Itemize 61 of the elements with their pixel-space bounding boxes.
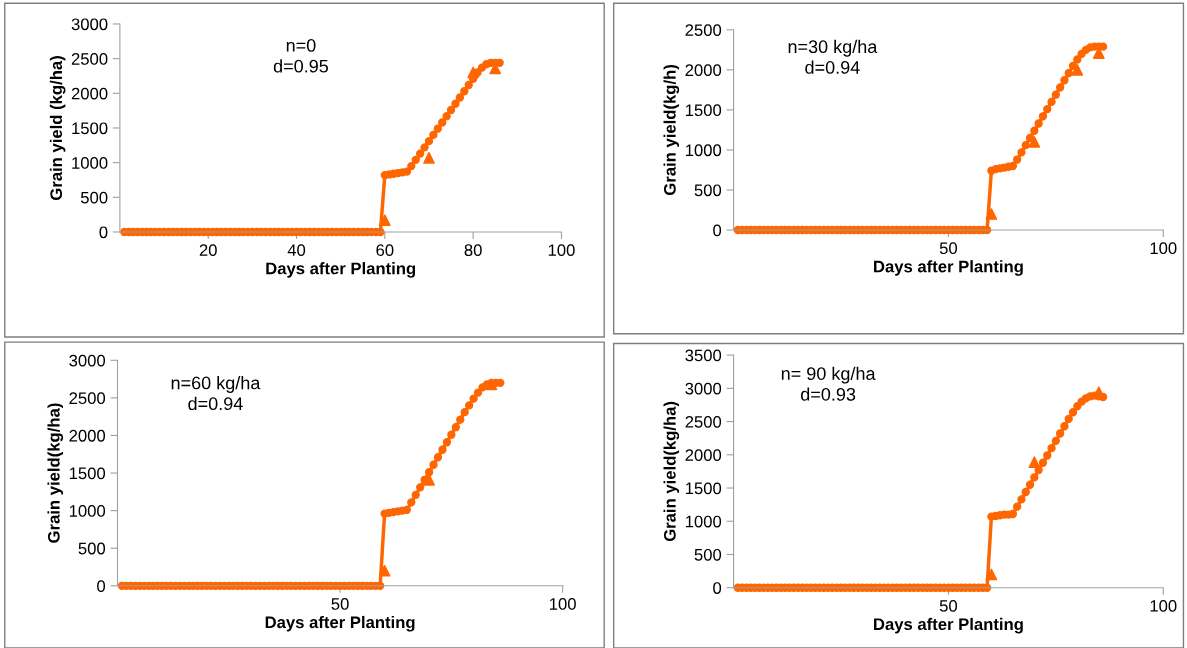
y-tick-label: 3500 (685, 349, 722, 362)
y-tick-label: 0 (713, 224, 722, 237)
annotation: n=30 kg/ha d=0.94 (788, 39, 878, 74)
y-tick-label: 1000 (685, 144, 722, 157)
point (423, 151, 435, 164)
y-tick-label: 1500 (685, 482, 722, 495)
y-tick-label: 2000 (685, 449, 722, 462)
point (985, 208, 998, 220)
x-tick-label: 50 (331, 598, 349, 610)
point (378, 214, 391, 227)
x-tick-label: 100 (550, 598, 576, 610)
y-tick-label: 500 (78, 542, 106, 555)
y-axis-title: Grain yield (kg/ha) (49, 56, 66, 200)
x-axis-title: Days after Planting (266, 262, 416, 278)
y-tick-label: 2000 (685, 64, 722, 77)
x-tick-label: 100 (548, 244, 575, 257)
y-tick-label: 1000 (72, 157, 108, 169)
x-tick-label: 100 (1150, 599, 1177, 612)
y-tick-label: 2500 (69, 392, 106, 405)
y-axis-title: Grain yield(kg/h) (663, 65, 680, 195)
y-tick-label: 2500 (685, 415, 722, 428)
point (485, 378, 498, 391)
y-tick-label: 2500 (71, 53, 108, 65)
x-tick-label: 100 (1150, 242, 1177, 255)
y-tick-label: 1500 (72, 122, 108, 135)
annotation: n=0 d=0.95 (273, 39, 329, 73)
y-tick-label: 2000 (71, 87, 108, 100)
x-tick-label: 80 (464, 244, 482, 257)
x-tick-label: 50 (939, 242, 958, 255)
y-tick-label: 3000 (685, 382, 722, 395)
x-axis-title: Days after Planting (874, 260, 1023, 276)
point (985, 568, 998, 581)
annotation: n= 90 kg/ha d=0.93 (781, 366, 876, 401)
x-axis-title: Days after Planting (265, 615, 415, 632)
y-tick-label: 3000 (71, 18, 108, 31)
y-tick-label: 2000 (69, 429, 106, 442)
x-tick-label: 40 (287, 244, 306, 257)
y-tick-label: 1500 (685, 104, 722, 117)
x-axis-title: Days after Planting (874, 617, 1023, 634)
point (1028, 136, 1041, 148)
y-tick-label: 500 (80, 191, 108, 204)
point (467, 66, 479, 79)
y-axis-title: Grain yield(kg/ha) (47, 403, 64, 543)
x-tick-label: 60 (376, 244, 394, 257)
point (378, 564, 391, 577)
y-tick-label: 500 (694, 548, 722, 561)
y-tick-label: 0 (713, 582, 722, 594)
point (1071, 64, 1084, 76)
annotation: n=60 kg/ha d=0.94 (171, 376, 261, 411)
y-axis-title: Grain yield(kg/ha) (663, 401, 680, 542)
y-tick-label: 2500 (685, 24, 722, 37)
y-tick-label: 1000 (685, 515, 722, 528)
y-tick-label: 0 (99, 226, 108, 239)
y-tick-label: 0 (97, 580, 106, 592)
y-tick-label: 1000 (69, 505, 106, 517)
y-tick-label: 3000 (69, 354, 106, 367)
x-tick-label: 50 (939, 599, 958, 612)
y-tick-label: 500 (694, 184, 722, 197)
y-tick-label: 1500 (69, 467, 106, 480)
point (1028, 456, 1041, 468)
x-tick-label: 20 (199, 244, 217, 257)
